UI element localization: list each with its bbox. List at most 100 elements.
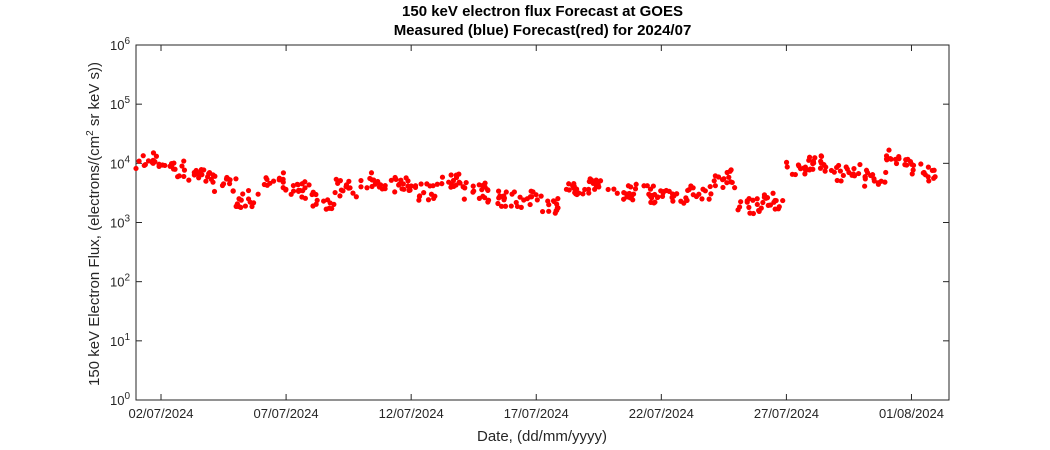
data-point [726, 174, 732, 180]
data-point [904, 162, 910, 168]
data-point [405, 178, 411, 184]
data-point [795, 162, 802, 168]
data-point [150, 150, 157, 156]
data-point [812, 155, 818, 161]
y-tick-label: 104 [110, 154, 130, 171]
data-point [263, 175, 269, 181]
data-point [780, 197, 786, 204]
data-point [760, 199, 766, 206]
y-tick-label: 102 [110, 273, 130, 290]
data-point [855, 170, 862, 177]
data-point [514, 203, 521, 210]
y-axis-label: 150 keV Electron Flux, (electrons/(cm2 s… [85, 62, 103, 386]
data-point [840, 172, 846, 179]
data-point [181, 167, 188, 173]
data-point [427, 183, 433, 189]
data-point [837, 168, 843, 174]
data-point [614, 190, 620, 196]
data-point [321, 198, 327, 204]
data-point [337, 193, 343, 199]
data-point [133, 165, 139, 172]
data-point [302, 195, 308, 201]
data-point [767, 202, 774, 208]
data-point [822, 168, 828, 174]
data-point [632, 186, 639, 192]
data-point [290, 182, 296, 189]
x-axis-label: Date, (dd/mm/yyyy) [476, 428, 608, 445]
data-point [750, 210, 757, 217]
data-point [539, 208, 546, 215]
data-point [534, 197, 540, 203]
data-point [773, 197, 779, 204]
data-point [250, 200, 257, 206]
data-point [179, 163, 185, 169]
data-point [327, 200, 333, 206]
data-point [463, 179, 469, 186]
y-tick-exponent: 1 [124, 332, 130, 343]
data-point [647, 193, 654, 200]
x-tick-label: 12/07/2024 [379, 406, 444, 421]
data-point [393, 176, 399, 182]
data-point [571, 181, 577, 187]
data-point [870, 172, 876, 178]
data-point [886, 147, 892, 153]
data-point [888, 156, 894, 162]
data-point [314, 197, 320, 203]
y-tick-exponent: 5 [124, 95, 130, 106]
data-point [332, 189, 338, 196]
data-point [502, 203, 509, 209]
data-point [910, 167, 916, 173]
data-point [605, 186, 611, 193]
data-point [498, 203, 505, 209]
data-point [497, 193, 503, 199]
data-point [238, 197, 244, 203]
data-point [789, 171, 795, 177]
data-point [712, 183, 718, 189]
data-point [527, 201, 533, 208]
data-point [181, 158, 187, 164]
data-point [528, 188, 534, 194]
y-tick-label: 101 [110, 332, 130, 349]
data-point [364, 185, 370, 191]
data-point [702, 188, 708, 194]
data-point [456, 179, 462, 185]
data-point [142, 162, 148, 168]
data-point [425, 197, 432, 203]
data-point [932, 174, 938, 180]
data-point [482, 180, 488, 186]
data-point [784, 164, 790, 170]
data-point [191, 169, 197, 176]
data-point [644, 183, 650, 189]
data-point [770, 190, 776, 196]
data-point [594, 178, 600, 185]
data-point [545, 198, 551, 204]
y-tick-base: 10 [110, 216, 124, 231]
data-point [546, 208, 552, 214]
data-point [302, 179, 308, 185]
data-point [485, 187, 491, 193]
data-point [421, 190, 427, 196]
data-point [470, 183, 476, 189]
data-point [738, 199, 744, 205]
data-point [920, 170, 926, 176]
data-point [810, 166, 816, 172]
data-point [208, 176, 214, 182]
data-point [323, 206, 329, 212]
data-point [449, 181, 455, 188]
data-point [375, 179, 381, 186]
data-point [711, 178, 717, 184]
y-tick-exponent: 2 [124, 273, 130, 284]
data-point [688, 183, 694, 189]
data-point [503, 189, 509, 195]
data-point [416, 193, 423, 200]
y-tick-exponent: 6 [124, 36, 130, 47]
data-point [439, 181, 445, 187]
data-point [476, 195, 482, 201]
data-point [684, 197, 690, 203]
data-point [313, 201, 319, 207]
data-point [573, 188, 579, 194]
data-point [276, 177, 282, 183]
data-point [883, 156, 890, 162]
y-tick-base: 10 [110, 97, 124, 112]
data-point [708, 191, 714, 197]
